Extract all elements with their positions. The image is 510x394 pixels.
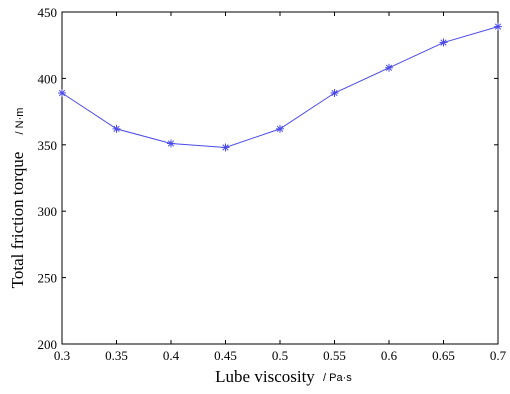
x-tick-label: 0.35 bbox=[105, 348, 128, 363]
data-point-marker bbox=[330, 89, 339, 98]
data-point-marker bbox=[221, 143, 230, 152]
marker-stroke bbox=[440, 39, 447, 46]
data-point-marker bbox=[112, 124, 121, 133]
x-tick-label: 0.6 bbox=[381, 348, 398, 363]
y-tick-label: 350 bbox=[38, 138, 58, 153]
y-axis-label: Total friction torque bbox=[8, 152, 27, 289]
plot-area-frame bbox=[61, 11, 499, 345]
data-point-marker bbox=[58, 89, 66, 98]
marker-stroke bbox=[167, 140, 175, 147]
x-tick-label: 0.65 bbox=[432, 348, 455, 363]
data-point-marker bbox=[385, 63, 393, 72]
x-tick-label: 0.55 bbox=[323, 348, 346, 363]
x-tick-label: 0.45 bbox=[214, 348, 237, 363]
x-tick-label: 0.4 bbox=[163, 348, 180, 363]
x-tick-label: 0.3 bbox=[54, 348, 70, 363]
marker-stroke bbox=[58, 89, 66, 97]
marker-stroke bbox=[494, 23, 502, 30]
x-axis-unit: / Pa·s bbox=[323, 372, 352, 384]
marker-stroke bbox=[276, 125, 284, 133]
y-tick-label: 450 bbox=[38, 5, 58, 20]
x-axis-label: Lube viscosity bbox=[215, 367, 315, 386]
marker-stroke bbox=[113, 125, 120, 133]
data-point-marker bbox=[276, 124, 284, 133]
data-point-marker bbox=[439, 38, 448, 47]
marker-stroke bbox=[222, 144, 229, 151]
y-tick-label: 400 bbox=[38, 71, 58, 86]
marker-stroke bbox=[385, 64, 393, 71]
y-tick-label: 300 bbox=[38, 204, 58, 219]
marker-stroke bbox=[331, 89, 338, 97]
y-tick-label: 200 bbox=[38, 337, 58, 352]
data-point-marker bbox=[494, 22, 502, 31]
y-axis-unit: / N·m bbox=[14, 108, 26, 135]
x-tick-label: 0.5 bbox=[272, 348, 288, 363]
x-tick-label: 0.7 bbox=[490, 348, 507, 363]
y-tick-label: 250 bbox=[38, 271, 58, 286]
data-point-marker bbox=[167, 139, 175, 148]
